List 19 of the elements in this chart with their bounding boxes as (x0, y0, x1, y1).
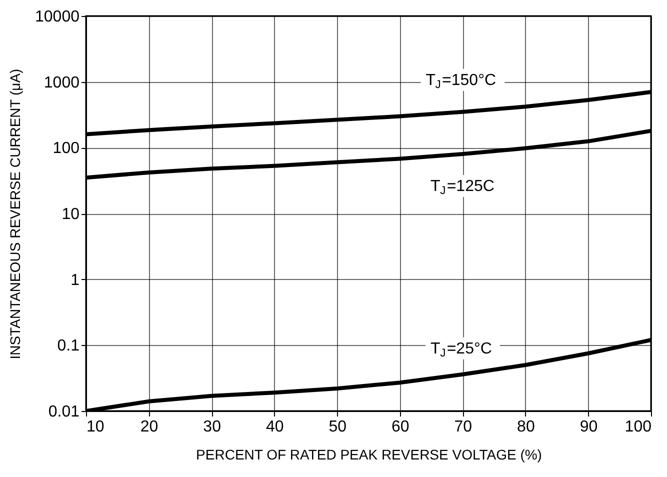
x-tick-label: 100 (624, 418, 652, 436)
x-tick-label: 70 (454, 418, 472, 436)
x-tick-label: 60 (391, 418, 410, 436)
y-tick-label: 0.01 (48, 404, 80, 420)
x-tick-label: 90 (580, 418, 598, 436)
y-tick-label: 1 (70, 272, 80, 289)
x-tick-label: 40 (266, 418, 284, 436)
x-tick-label: 50 (328, 418, 347, 436)
y-tick-label: 0.1 (57, 338, 80, 355)
x-tick-label: 30 (203, 418, 222, 436)
y-tick-label: 1000 (44, 74, 80, 92)
x-tick-label: 10 (86, 418, 104, 436)
x-axis-title: PERCENT OF RATED PEAK REVERSE VOLTAGE (%) (196, 446, 542, 462)
y-tick-label: 10 (62, 206, 80, 223)
y-tick-label: 100 (52, 140, 80, 158)
y-tick-label: 10000 (35, 8, 80, 26)
x-tick-label: 80 (517, 418, 535, 436)
y-axis-title: INSTANTANEOUS REVERSE CURRENT (μA) (7, 68, 24, 360)
x-tick-label: 20 (140, 418, 158, 436)
